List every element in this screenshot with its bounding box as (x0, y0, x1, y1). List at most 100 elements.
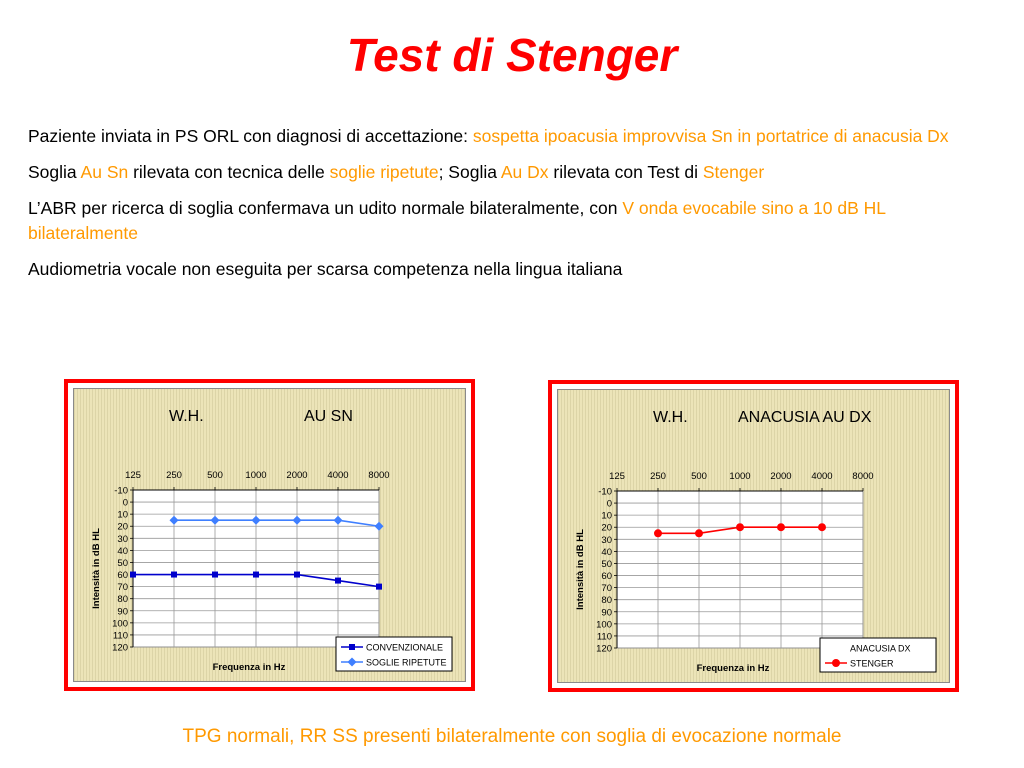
series-line-soglie-ripetute (174, 519, 380, 528)
y-tick-label: 110 (113, 630, 128, 641)
chart-area-left: W.H. AU SN -10 0 10 20 30 40 50 60 70 80 90 100 110 120… (73, 388, 466, 682)
data-point (253, 571, 259, 578)
chart-title-right: ANACUSIA AU DX (738, 409, 872, 426)
chart-panel-left: W.H. AU SN -10 0 10 20 30 40 50 60 70 80 90 100 110 120… (64, 379, 475, 691)
x-tick-label: 8000 (368, 470, 389, 481)
x-tick-label: 1000 (729, 471, 750, 482)
y-tick-label: 60 (601, 571, 612, 582)
data-point (736, 523, 744, 532)
text-run: Soglia (28, 162, 81, 182)
y-axis-label: Intensità in dB HL (575, 529, 586, 610)
text-run: Paziente inviata in PS ORL con diagnosi … (28, 126, 464, 146)
chart-title-left: W.H. (169, 408, 204, 425)
y-tick-label: 20 (601, 523, 612, 534)
text-run: rilevata con tecnica delle (128, 162, 330, 182)
paragraph-thresholds: Soglia Au Sn rilevata con tecnica delle … (28, 160, 993, 185)
x-tick-label: 1000 (245, 470, 266, 481)
text-run: rilevata con Test di (548, 162, 703, 182)
text-run: : (463, 126, 473, 146)
data-point (294, 571, 300, 578)
y-tick-label: 40 (601, 547, 612, 558)
paragraph-speech-audiometry: Audiometria vocale non eseguita per scar… (28, 257, 993, 282)
legend-label: STENGER (850, 659, 894, 669)
legend-swatch-marker (347, 657, 357, 667)
chart-panel-right: W.H. ANACUSIA AU DX -10 0 10 20 30 40 50 60 70 80 90… (548, 380, 959, 692)
data-point (654, 529, 662, 538)
y-tick-label: 100 (112, 618, 128, 629)
y-tick-label: 60 (117, 570, 128, 581)
data-point (251, 515, 261, 525)
x-tick-label: 2000 (770, 471, 791, 482)
highlight-text: soglie ripetute (329, 162, 439, 182)
paragraph-diagnosis: Paziente inviata in PS ORL con diagnosi … (28, 124, 993, 149)
y-tick-label: -10 (114, 486, 128, 497)
y-tick-label: 80 (601, 595, 612, 606)
y-tick-label: 10 (601, 511, 612, 522)
data-point (292, 515, 302, 525)
x-tick-label: 4000 (811, 471, 832, 482)
data-point (376, 583, 382, 590)
text-run: L’ABR per ricerca di soglia confermava u… (28, 198, 623, 218)
case-description: Paziente inviata in PS ORL con diagnosi … (28, 124, 993, 293)
x-axis-label: Frequenza in Hz (697, 663, 770, 674)
y-tick-label: 20 (117, 522, 128, 533)
y-tick-label: 90 (601, 607, 612, 618)
text-run: Audiometria vocale non eseguita per scar… (28, 259, 623, 279)
data-point (212, 571, 218, 578)
highlight-text: V onda evocabile sino a 10 dB HL bilater… (28, 198, 886, 243)
x-tick-label: 500 (691, 471, 707, 482)
y-tick-label: 90 (117, 606, 128, 617)
x-tick-label: 4000 (327, 470, 348, 481)
data-point (777, 523, 785, 532)
data-point (335, 577, 341, 584)
x-tick-label: 125 (125, 470, 141, 481)
legend-label: CONVENZIONALE (366, 643, 443, 653)
legend-label: ANACUSIA DX (850, 644, 911, 654)
y-tick-label: 50 (601, 559, 612, 570)
x-axis-label: Frequenza in Hz (213, 662, 286, 673)
data-point (333, 515, 343, 525)
y-tick-label: 30 (117, 534, 128, 545)
legend-box (819, 637, 937, 673)
data-point (210, 515, 220, 525)
y-tick-label: 80 (117, 594, 128, 605)
y-tick-label: 30 (601, 535, 612, 546)
legend-box (335, 636, 453, 672)
y-tick-label: 120 (112, 643, 128, 654)
y-tick-label: -10 (598, 487, 612, 498)
y-tick-label: 120 (596, 644, 612, 655)
y-tick-label: 40 (117, 546, 128, 557)
y-tick-label: 0 (607, 499, 612, 510)
highlight-text: sospetta ipoacusia improvvisa Sn in port… (472, 126, 949, 146)
y-tick-label: 110 (597, 631, 612, 642)
chart-title-left: W.H. (653, 409, 688, 426)
x-tick-label: 125 (609, 471, 625, 482)
y-tick-label: 70 (117, 582, 128, 593)
data-point (818, 523, 826, 532)
audiogram-right-chart: W.H. ANACUSIA AU DX -100102030405060708090… (575, 409, 937, 674)
y-tick-label: 50 (117, 558, 128, 569)
data-point (695, 529, 703, 538)
data-point (169, 515, 179, 525)
data-point (374, 521, 384, 531)
highlight-text: Au Sn (80, 162, 129, 182)
data-point (130, 571, 136, 578)
chart-title-right: AU SN (304, 408, 353, 425)
paragraph-abr: L’ABR per ricerca di soglia confermava u… (28, 196, 993, 246)
y-tick-label: 0 (123, 498, 128, 509)
highlight-text: Au Dx (500, 162, 549, 182)
chart-area-right: W.H. ANACUSIA AU DX -10 0 10 20 30 40 50 60 70 80 90… (557, 389, 950, 683)
x-tick-label: 2000 (286, 470, 307, 481)
x-tick-label: 250 (166, 470, 182, 481)
page-title: Test di Stenger (346, 29, 678, 81)
legend-swatch-marker (349, 644, 355, 650)
y-tick-label: 100 (596, 619, 612, 630)
text-run: ; Soglia (438, 162, 501, 182)
data-point (171, 571, 177, 578)
y-tick-label: 10 (117, 510, 128, 521)
highlight-text: Stenger (702, 162, 765, 182)
x-tick-label: 500 (207, 470, 223, 481)
legend-label: SOGLIE RIPETUTE (366, 658, 447, 668)
legend-swatch-marker (832, 659, 840, 667)
